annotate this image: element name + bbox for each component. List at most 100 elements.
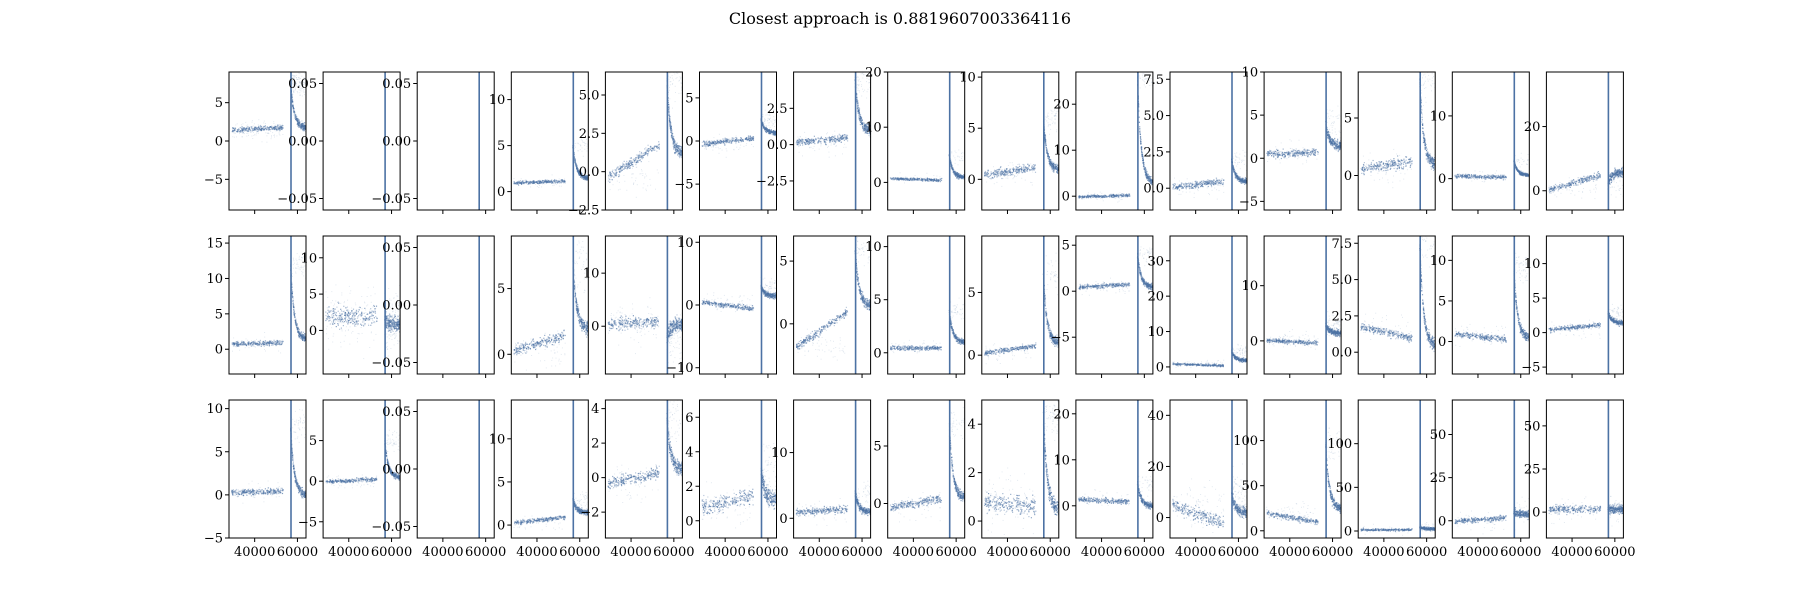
data-point bbox=[993, 183, 995, 185]
data-point bbox=[772, 119, 774, 121]
data-point bbox=[867, 126, 870, 128]
data-point bbox=[297, 121, 299, 123]
data-point bbox=[767, 130, 769, 132]
data-point bbox=[258, 127, 260, 129]
data-point bbox=[1009, 171, 1011, 173]
data-point bbox=[583, 175, 585, 177]
data-point bbox=[281, 125, 283, 127]
data-point bbox=[273, 121, 275, 123]
data-point bbox=[1004, 169, 1006, 172]
data-point bbox=[1030, 169, 1032, 171]
data-point bbox=[899, 178, 901, 181]
data-point bbox=[1110, 196, 1112, 198]
data-point bbox=[993, 173, 995, 175]
data-point bbox=[641, 158, 643, 160]
data-point bbox=[741, 139, 743, 141]
data-point bbox=[842, 153, 843, 155]
data-point bbox=[937, 181, 939, 183]
data-point bbox=[804, 144, 806, 146]
data-point bbox=[987, 170, 989, 172]
y-tick-label: 0 bbox=[873, 176, 881, 191]
y-tick-label: 5 bbox=[497, 139, 505, 154]
data-point bbox=[269, 127, 271, 129]
data-point bbox=[513, 183, 515, 185]
data-point bbox=[828, 137, 830, 139]
data-point bbox=[271, 128, 274, 130]
data-point bbox=[1097, 195, 1099, 198]
data-point bbox=[834, 137, 836, 139]
data-point bbox=[706, 144, 708, 146]
data-point bbox=[586, 177, 588, 179]
data-point bbox=[681, 150, 683, 152]
data-point bbox=[681, 156, 683, 159]
data-point bbox=[705, 142, 707, 144]
data-point bbox=[279, 134, 281, 136]
data-point bbox=[767, 129, 769, 131]
data-point bbox=[669, 119, 671, 121]
data-point bbox=[295, 82, 297, 84]
data-point bbox=[261, 141, 263, 143]
data-point bbox=[609, 175, 611, 177]
data-point bbox=[574, 161, 576, 163]
data-point bbox=[912, 177, 914, 179]
data-point bbox=[823, 141, 826, 143]
data-point bbox=[525, 179, 527, 181]
data-point bbox=[296, 119, 298, 121]
data-point bbox=[679, 149, 681, 152]
data-point bbox=[1148, 177, 1150, 179]
data-point bbox=[891, 177, 893, 180]
data-point bbox=[681, 155, 683, 158]
data-point bbox=[860, 118, 862, 120]
data-point bbox=[939, 176, 941, 178]
data-point bbox=[827, 132, 828, 134]
data-point bbox=[1047, 155, 1049, 158]
data-point bbox=[1028, 166, 1030, 167]
data-point bbox=[1122, 193, 1124, 195]
data-point bbox=[1055, 167, 1057, 169]
data-point bbox=[300, 78, 301, 79]
data-point bbox=[807, 138, 810, 140]
data-point bbox=[1128, 195, 1130, 197]
data-point bbox=[558, 180, 560, 182]
data-point bbox=[1126, 193, 1128, 195]
data-point bbox=[724, 140, 726, 143]
data-point bbox=[936, 178, 938, 180]
data-point bbox=[1050, 164, 1052, 167]
data-point bbox=[301, 122, 304, 124]
data-point bbox=[957, 175, 959, 177]
data-point bbox=[1055, 113, 1057, 115]
data-point bbox=[274, 125, 276, 127]
data-point bbox=[1095, 196, 1097, 198]
panel-frame bbox=[793, 71, 872, 211]
data-point bbox=[950, 165, 952, 167]
data-point bbox=[1140, 141, 1142, 143]
data-point bbox=[671, 128, 673, 131]
data-point bbox=[1021, 169, 1023, 171]
data-point bbox=[238, 131, 240, 133]
data-point bbox=[1148, 178, 1150, 180]
data-point bbox=[669, 98, 671, 100]
data-point bbox=[607, 180, 609, 182]
scatter-points bbox=[607, 72, 683, 198]
data-point bbox=[801, 138, 803, 140]
data-point bbox=[575, 146, 576, 148]
data-point bbox=[657, 147, 660, 149]
data-point bbox=[1055, 164, 1057, 166]
data-point bbox=[678, 149, 680, 151]
data-point bbox=[1094, 194, 1096, 196]
data-point bbox=[1118, 195, 1120, 197]
data-point bbox=[825, 142, 827, 144]
data-point bbox=[561, 179, 563, 181]
data-point bbox=[834, 142, 836, 144]
data-point bbox=[957, 172, 959, 174]
data-point bbox=[858, 109, 860, 111]
data-point bbox=[277, 128, 279, 130]
data-point bbox=[1113, 196, 1115, 199]
data-point bbox=[1052, 122, 1054, 124]
data-point bbox=[714, 143, 716, 145]
data-point bbox=[839, 140, 841, 142]
data-point bbox=[987, 169, 989, 171]
data-point bbox=[1052, 169, 1054, 171]
data-point bbox=[555, 179, 557, 181]
